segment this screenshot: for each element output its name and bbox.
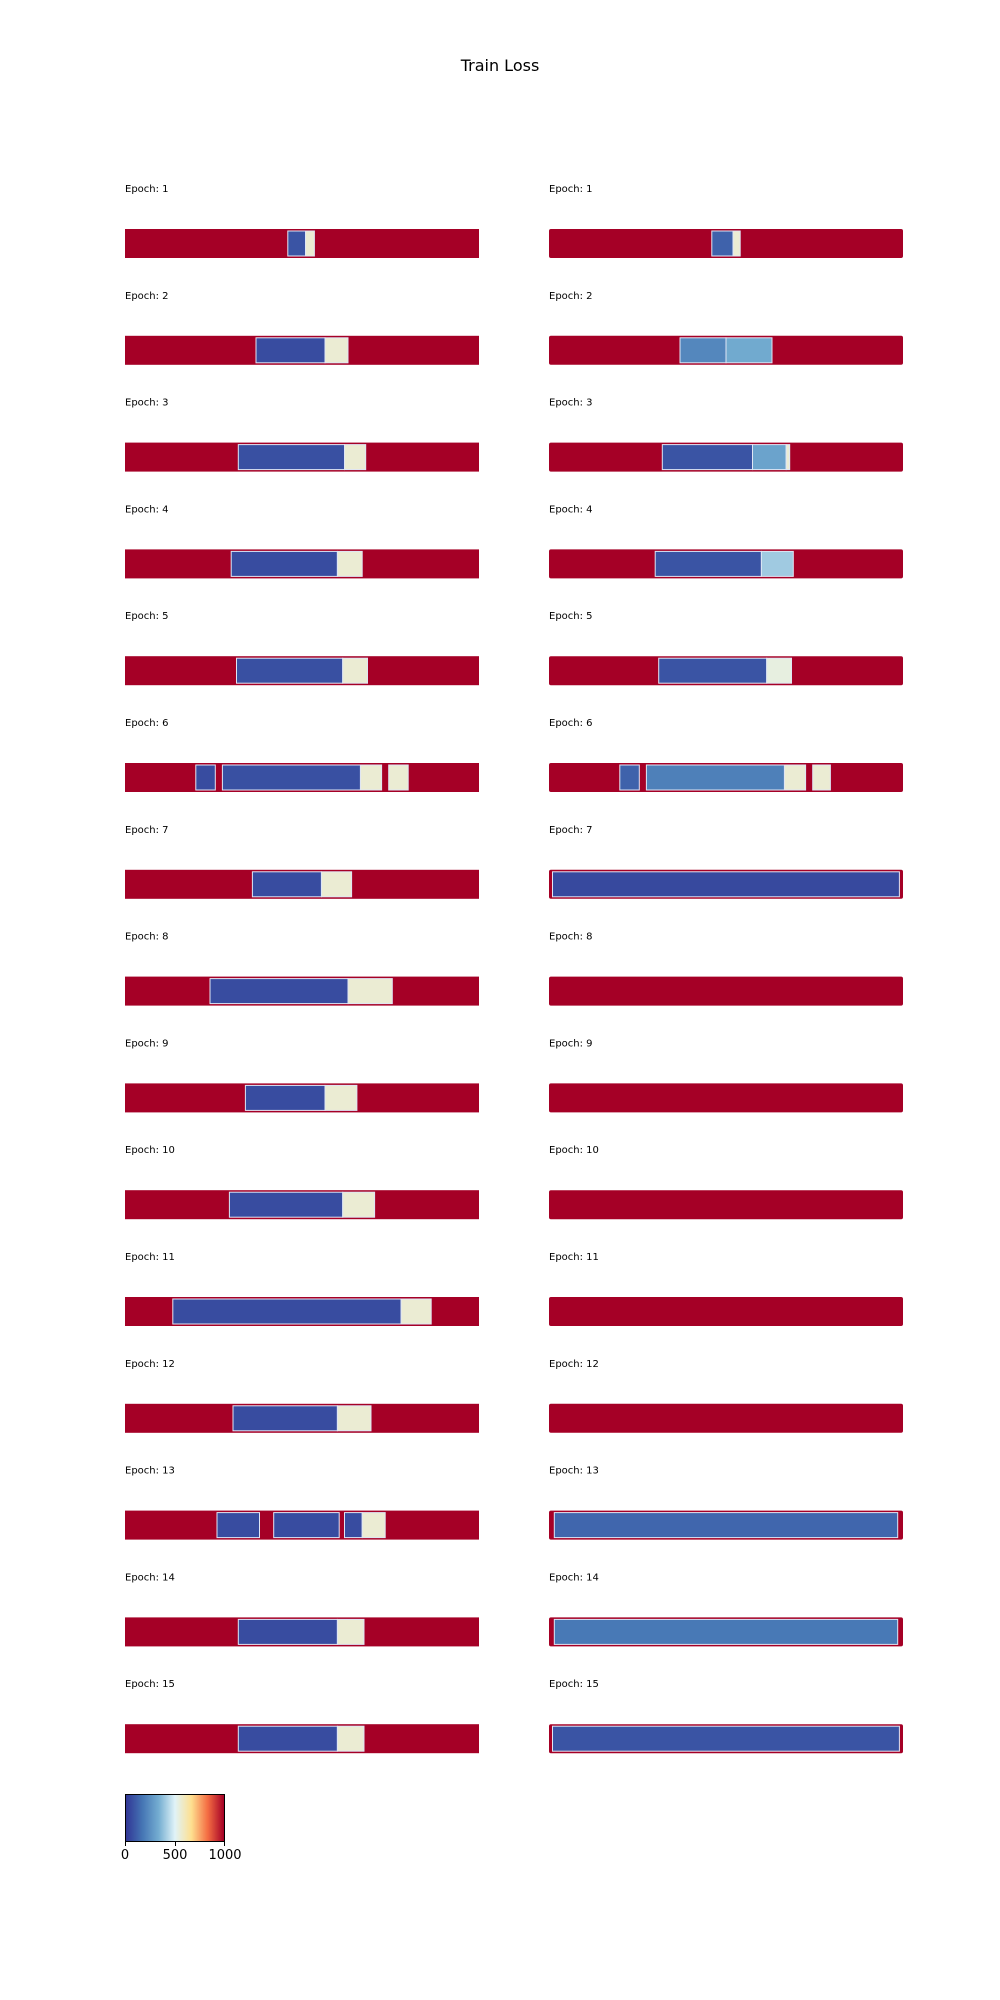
epoch-label: Epoch: 13 <box>125 1466 175 1477</box>
colorbar-tick-label: 1000 <box>208 1848 242 1863</box>
epoch-label: Epoch: 14 <box>549 1572 599 1583</box>
heatmap-cell <box>273 1512 340 1539</box>
heatmap-cell <box>232 1405 338 1432</box>
epoch-label: Epoch: 3 <box>549 398 593 409</box>
heatmap-panels: Epoch: 1 Epoch: 2 Epoch: 3 Epoch: 4 Epoch: 5… <box>125 184 903 1754</box>
epoch-label: Epoch: 9 <box>549 1038 593 1049</box>
colorbar: 0 500 1000 <box>121 1794 242 1863</box>
heatmap-strip-background <box>549 976 903 1006</box>
heatmap-cell <box>342 1191 376 1218</box>
heatmap-cell <box>766 657 793 684</box>
epoch-label: Epoch: 6 <box>549 718 593 729</box>
heatmap-cell <box>645 764 786 791</box>
heatmap-cell <box>347 978 393 1005</box>
heatmap-cell <box>336 1405 372 1432</box>
heatmap-cell <box>553 1512 899 1539</box>
heatmap-cell <box>661 444 754 471</box>
heatmap-cell <box>812 764 831 791</box>
epoch-label: Epoch: 7 <box>125 825 169 836</box>
heatmap-cell <box>321 871 353 898</box>
epoch-label: Epoch: 11 <box>125 1252 175 1263</box>
heatmap-cell <box>305 230 315 257</box>
heatmap-cell <box>336 550 363 577</box>
heatmap-cell <box>725 337 773 364</box>
epoch-label: Epoch: 4 <box>125 504 169 515</box>
heatmap-cell <box>216 1512 260 1539</box>
heatmap-cell <box>553 1618 899 1645</box>
epoch-label: Epoch: 9 <box>125 1038 169 1049</box>
colorbar-tick-mark <box>175 1842 176 1846</box>
heatmap-cell <box>172 1298 402 1325</box>
epoch-label: Epoch: 14 <box>125 1572 175 1583</box>
heatmap-cell <box>237 444 345 471</box>
colorbar-tick-label: 0 <box>120 1848 130 1863</box>
heatmap-cell <box>236 657 344 684</box>
epoch-label: Epoch: 10 <box>549 1145 599 1156</box>
epoch-label: Epoch: 1 <box>549 184 593 195</box>
heatmap-cell <box>344 1512 363 1539</box>
epoch-label: Epoch: 6 <box>125 718 169 729</box>
epoch-label: Epoch: 15 <box>125 1679 175 1690</box>
heatmap-cell <box>209 978 349 1005</box>
heatmap-cell <box>400 1298 432 1325</box>
heatmap-cell <box>359 764 383 791</box>
epoch-label: Epoch: 3 <box>125 398 169 409</box>
heatmap-cell <box>658 657 768 684</box>
epoch-label: Epoch: 7 <box>549 825 593 836</box>
epoch-label: Epoch: 10 <box>125 1145 175 1156</box>
epoch-label: Epoch: 15 <box>549 1679 599 1690</box>
colorbar-tick-label: 500 <box>162 1848 188 1863</box>
heatmap-cell <box>336 1725 365 1752</box>
epoch-label: Epoch: 5 <box>125 611 169 622</box>
epoch-label: Epoch: 2 <box>125 291 169 302</box>
heatmap-cell <box>760 550 794 577</box>
heatmap-cell <box>336 1618 365 1645</box>
chart-title: Train Loss <box>460 56 540 75</box>
epoch-label: Epoch: 12 <box>125 1359 175 1370</box>
heatmap-strip-background <box>549 1190 903 1220</box>
colorbar-tick-mark <box>224 1842 225 1846</box>
heatmap-cell <box>388 764 409 791</box>
epoch-label: Epoch: 1 <box>125 184 169 195</box>
colorbar-tick-mark <box>125 1842 126 1846</box>
heatmap-cell <box>255 337 326 364</box>
heatmap-cell <box>619 764 640 791</box>
heatmap-cell <box>230 550 338 577</box>
heatmap-strip-background <box>549 1083 903 1113</box>
heatmap-cell <box>237 1618 338 1645</box>
heatmap-cell <box>783 764 807 791</box>
epoch-label: Epoch: 8 <box>125 932 169 943</box>
heatmap-cell <box>654 550 762 577</box>
heatmap-cell <box>228 1191 344 1218</box>
heatmap-cell <box>324 1084 358 1111</box>
epoch-label: Epoch: 13 <box>549 1466 599 1477</box>
epoch-label: Epoch: 12 <box>549 1359 599 1370</box>
epoch-label: Epoch: 8 <box>549 932 593 943</box>
heatmap-cell <box>251 871 322 898</box>
heatmap-cell <box>195 764 216 791</box>
heatmap-cell <box>552 871 900 898</box>
heatmap-cell <box>785 444 791 471</box>
heatmap-strip-background <box>549 1297 903 1326</box>
epoch-label: Epoch: 2 <box>549 291 593 302</box>
epoch-label: Epoch: 4 <box>549 504 593 515</box>
heatmap-cell <box>244 1084 326 1111</box>
heatmap-cell <box>732 230 741 257</box>
heatmap-cell <box>237 1725 338 1752</box>
heatmap-cell <box>711 230 734 257</box>
heatmap-cell <box>344 444 367 471</box>
heatmap-cell <box>324 337 349 364</box>
heatmap-cell <box>361 1512 386 1539</box>
heatmap-cell <box>342 657 369 684</box>
heatmap-cell <box>287 230 306 257</box>
heatmap-strip-background <box>549 1403 903 1433</box>
epoch-label: Epoch: 11 <box>549 1252 599 1263</box>
heatmap-cell <box>221 764 361 791</box>
colorbar-gradient <box>125 1794 225 1842</box>
epoch-label: Epoch: 5 <box>549 611 593 622</box>
heatmap-cell <box>552 1725 900 1752</box>
heatmap-cell <box>752 444 787 471</box>
heatmap-cell <box>679 337 727 364</box>
